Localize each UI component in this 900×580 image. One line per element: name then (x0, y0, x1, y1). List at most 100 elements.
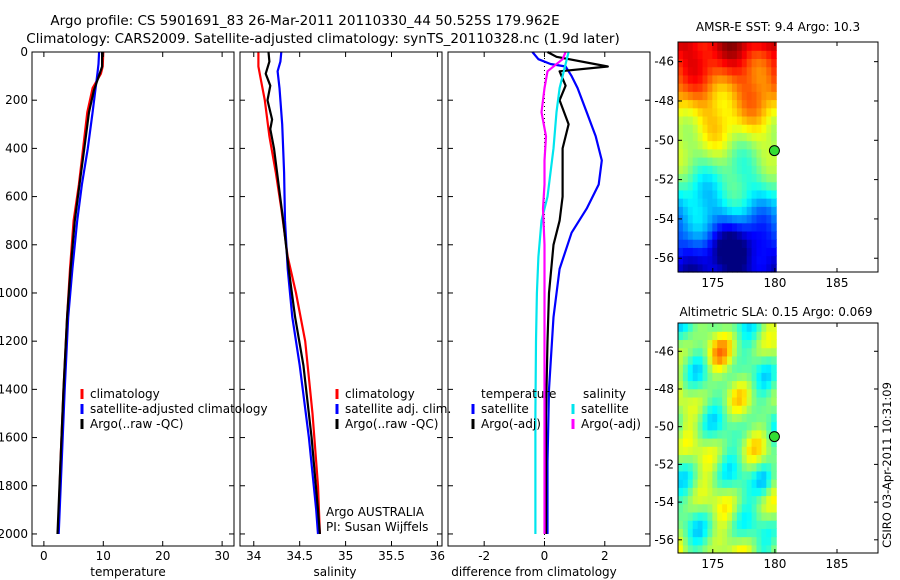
sst-map-cell (702, 230, 709, 240)
sst-map-cell (678, 50, 684, 60)
sst-map-cell (697, 124, 704, 133)
sst-map-cell (707, 239, 713, 248)
sla-map-cell (741, 323, 748, 332)
sst-map-cell (751, 91, 758, 101)
sst-map-cell (761, 42, 767, 51)
sla-map-cell (697, 520, 704, 529)
sla-map-cell (717, 479, 723, 488)
sst-map-cell (712, 83, 718, 92)
sst-map-cell (712, 157, 718, 166)
sla-map-cell (712, 413, 718, 423)
sst-map-cell (751, 107, 758, 117)
sla-map-cell (722, 355, 728, 365)
sst-map-cell (761, 247, 767, 257)
sst-map-cell (736, 230, 743, 240)
sst-map-cell (687, 115, 694, 125)
sla-map-cell (741, 462, 748, 472)
sla-map-cell (727, 503, 733, 513)
sst-map-ytick-label: -52 (654, 173, 674, 187)
sst-map-cell (678, 157, 684, 166)
sla-map-cell (687, 380, 694, 390)
sla-map-cell (702, 380, 709, 390)
sst-map-cell (766, 255, 772, 265)
sla-map-cell (766, 339, 772, 349)
sla-map-cell (687, 528, 694, 538)
sla-map-cell (771, 438, 777, 447)
sla-map-cell (717, 438, 723, 447)
sst-map-cell (746, 148, 753, 158)
sla-map-cell (717, 347, 723, 357)
sla-map-cell (717, 470, 723, 480)
attribution-line2: PI: Susan Wijffels (326, 520, 428, 534)
sst-map-ytick-label: -46 (654, 55, 674, 69)
sla-map-cell (678, 454, 684, 464)
sla-map-cell (741, 438, 748, 447)
sla-map-cell (687, 429, 694, 439)
sst-map-cell (678, 74, 684, 84)
sst-map-cell (692, 115, 699, 125)
sst-map-cell (741, 42, 748, 51)
sst-map-cell (756, 206, 763, 216)
sla-map-cell (746, 487, 753, 497)
sst-map-cell (751, 173, 758, 183)
sla-map-cell (707, 380, 713, 390)
sst-map-cell (717, 83, 723, 92)
sla-map-cell (687, 339, 694, 349)
sla-map-cell (741, 429, 748, 439)
sst-map-cell (702, 140, 709, 150)
sla-map-cell (717, 355, 723, 365)
sst-map-cell (712, 189, 718, 199)
sst-map-cell (702, 107, 709, 117)
sla-map-cell (731, 544, 738, 554)
sst-map-cell (717, 181, 723, 191)
sst-map-cell (702, 99, 709, 109)
sla-map-cell (692, 372, 699, 382)
sst-map-cell (736, 124, 743, 133)
sst-map-cell (682, 42, 689, 51)
sla-map-cell (771, 355, 777, 365)
sst-map-cell (707, 148, 713, 158)
sla-map-cell (702, 495, 709, 505)
sla-map-cell (697, 364, 704, 373)
sst-map-cell (761, 148, 767, 158)
sst-map-cell (707, 74, 713, 84)
sla-map-cell (761, 380, 767, 390)
sla-map-cell (756, 544, 763, 554)
sla-map-cell (751, 364, 758, 373)
sla-map-cell (746, 388, 753, 398)
sla-map-cell (727, 347, 733, 357)
sla-map-cell (678, 421, 684, 431)
sla-map-cell (678, 331, 684, 341)
sst-map-cell (707, 83, 713, 92)
sst-map-cell (712, 42, 718, 51)
sla-map-cell (756, 364, 763, 373)
sst-map-cell (771, 58, 777, 68)
temperature-xtick-label: 10 (96, 549, 111, 563)
sst-map-cell (727, 132, 733, 142)
sla-map-cell (697, 544, 704, 554)
sla-map-cell (751, 462, 758, 472)
sla-map-panel: Altimetric SLA: 0.15 Argo: 0.069 175 180 1… (654, 305, 879, 571)
sst-map-cell (712, 132, 718, 142)
sla-map-cell (756, 380, 763, 390)
sst-map-cell (746, 189, 753, 199)
sla-map-cell (727, 495, 733, 505)
sla-map-cell (751, 339, 758, 349)
sst-map-cell (722, 263, 728, 273)
sst-map-cell (702, 124, 709, 133)
sla-map-cell (746, 438, 753, 447)
sla-map-cell (707, 429, 713, 439)
sst-map-cell (687, 124, 694, 133)
sst-map-cell (771, 124, 777, 133)
sst-map-cell (756, 132, 763, 142)
sla-map-cell (678, 511, 684, 521)
sst-map-cell (717, 189, 723, 199)
difference-legend-heading: salinity (583, 387, 626, 401)
sla-map-cell (731, 495, 738, 505)
sst-map-cell (697, 99, 704, 109)
temperature-ytick-label: 0 (20, 45, 28, 59)
sla-map-cell (746, 347, 753, 357)
sla-map-cell (707, 413, 713, 423)
sla-map-cell (771, 495, 777, 505)
sst-map-cell (746, 255, 753, 265)
